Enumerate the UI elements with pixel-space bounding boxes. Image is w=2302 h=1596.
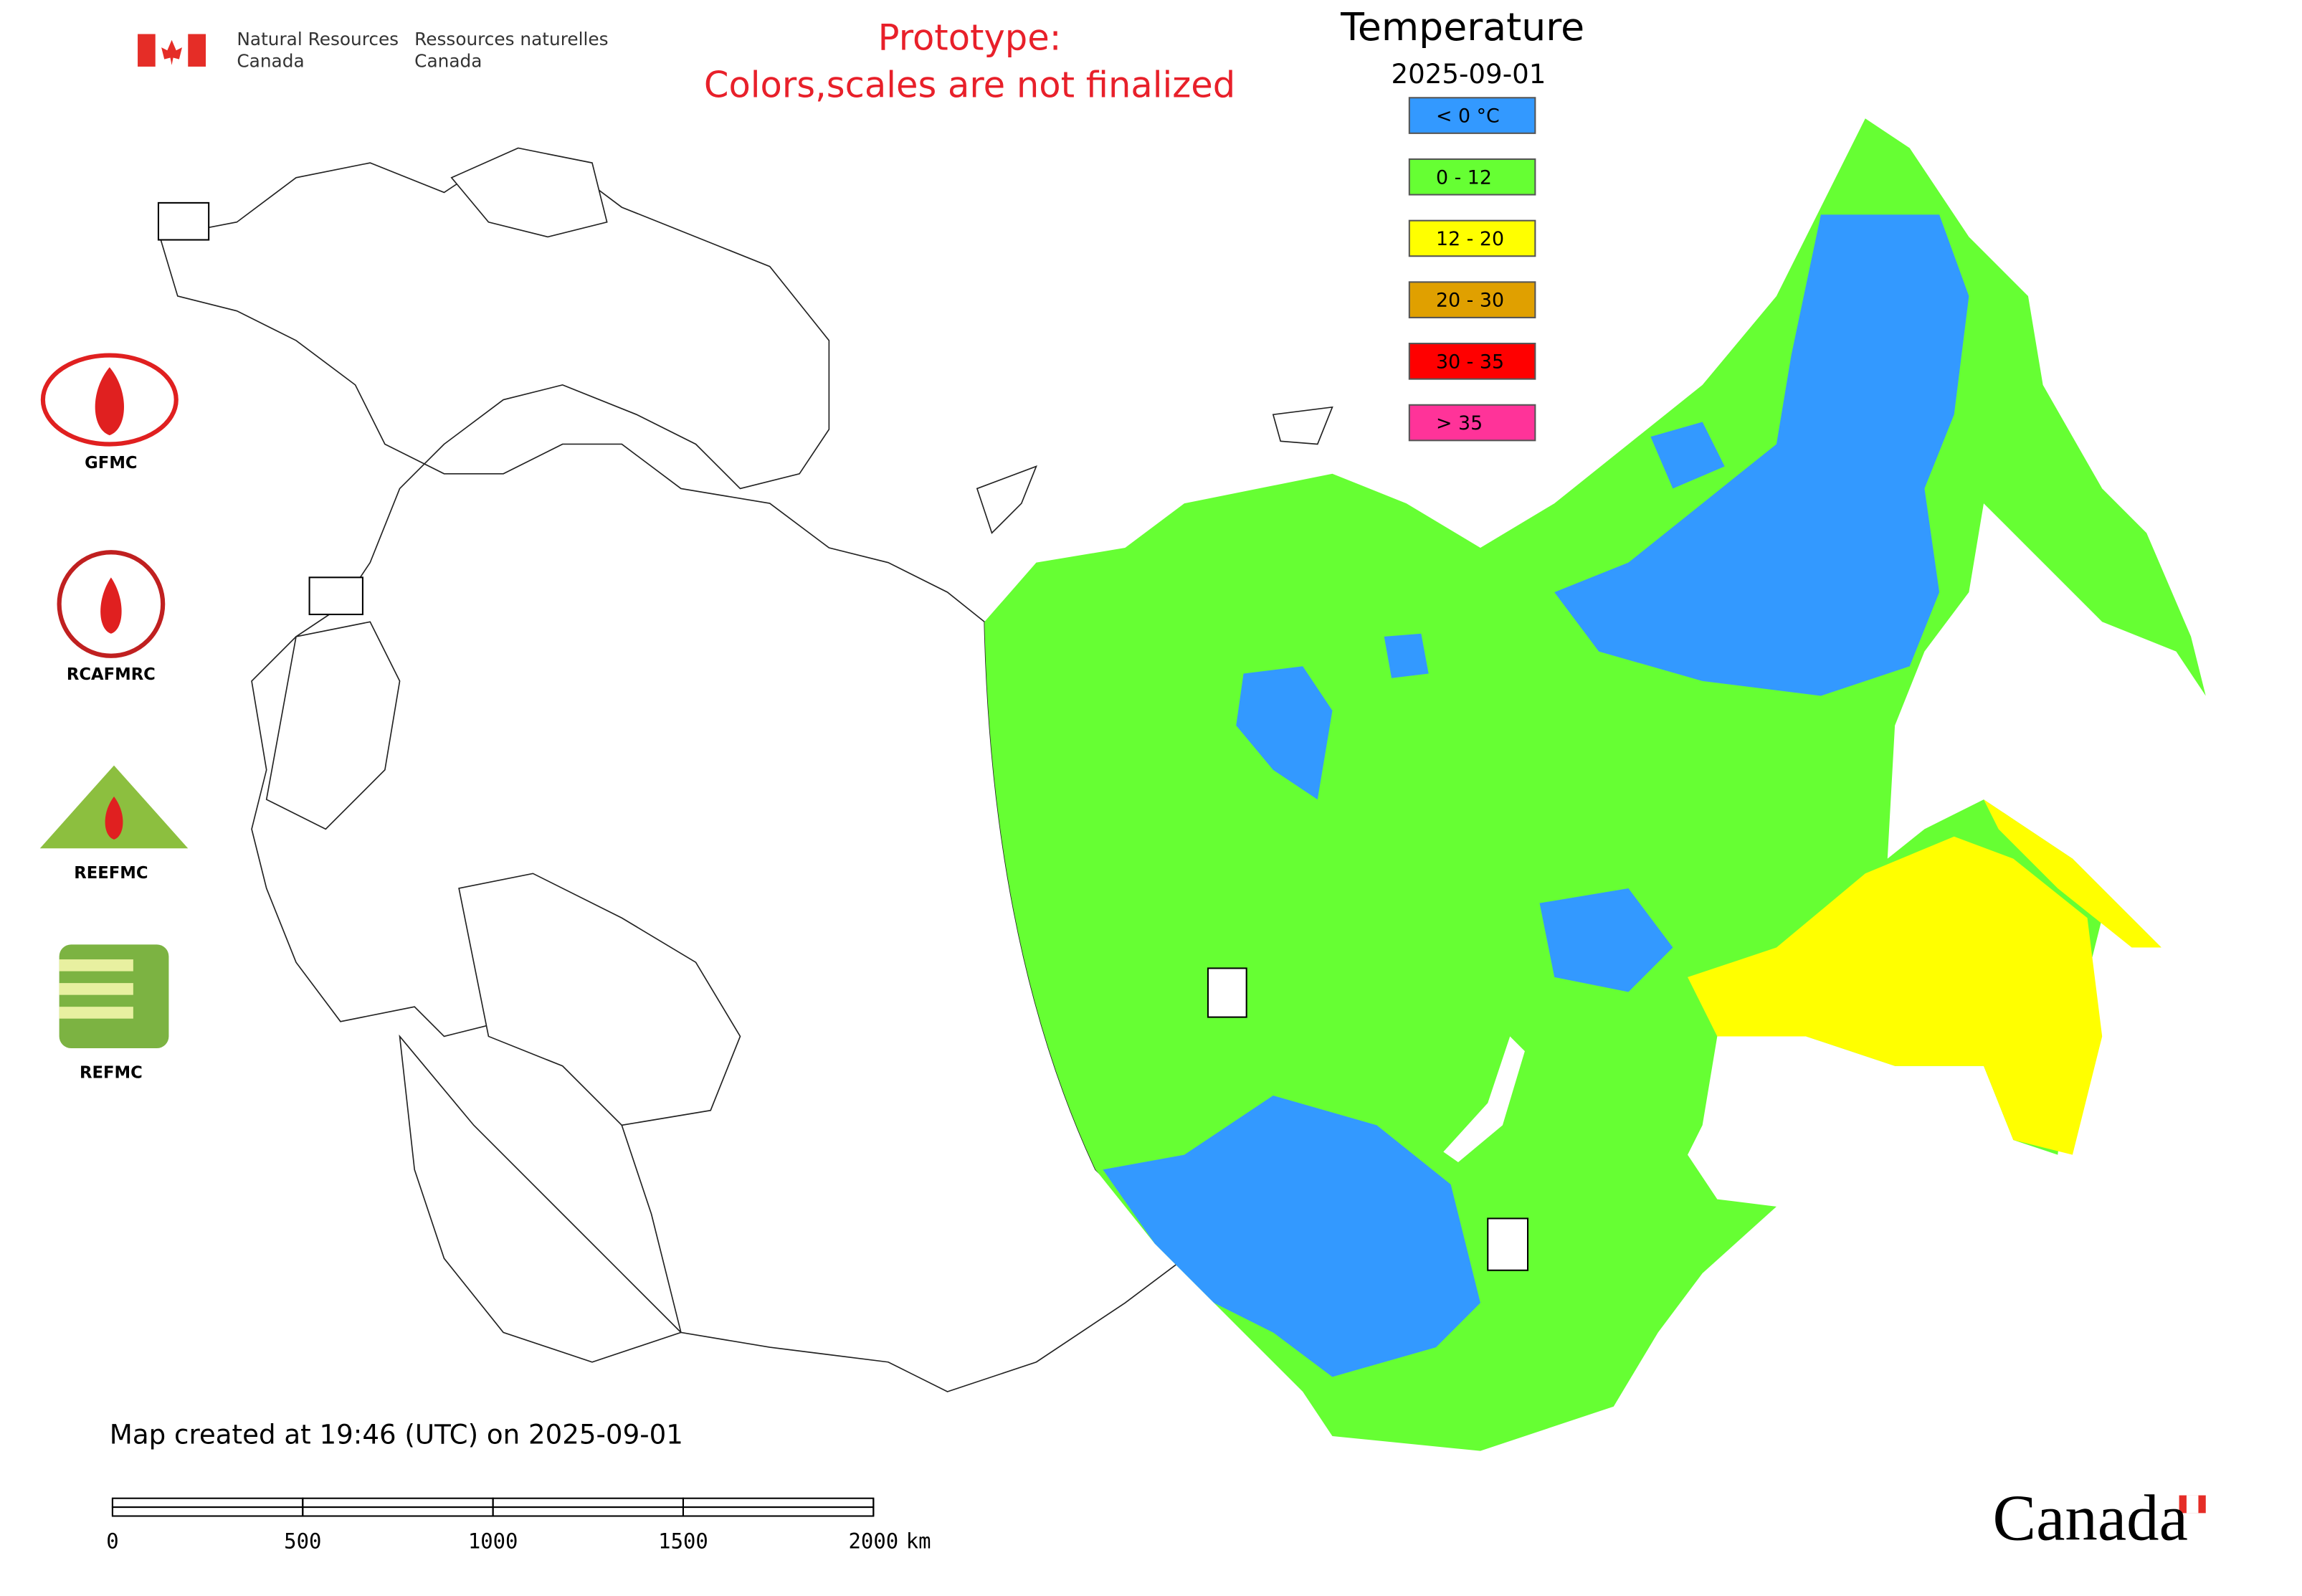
flag	[138, 34, 206, 67]
zone-below-0	[1236, 666, 1333, 800]
legend-swatch	[1408, 219, 1536, 257]
map-created: Map created at 19:46 (UTC) on 2025-09-01	[110, 1419, 683, 1450]
legend-swatch	[1408, 404, 1536, 442]
agency-fr: Ressources naturelles	[414, 29, 608, 49]
scale-tick-label: 500	[284, 1529, 321, 1554]
legend-label: 30 - 35	[1436, 351, 1504, 373]
legend-label: < 0 °C	[1436, 105, 1500, 128]
legend-label: 0 - 12	[1436, 166, 1492, 189]
scale-segment	[682, 1506, 875, 1517]
scale-bar: 0 500 1000 1500 2000 km	[106, 1497, 931, 1554]
legend-label: 20 - 30	[1436, 290, 1504, 312]
zone-below-0	[1539, 888, 1673, 992]
zone-below-0	[1384, 633, 1429, 678]
legend-label: > 35	[1436, 412, 1483, 434]
flag-small	[2179, 1495, 2206, 1514]
legend-swatch	[1408, 97, 1536, 134]
scale-segment	[492, 1506, 685, 1517]
notice: Colors,scales are not finalized	[704, 64, 1235, 105]
zone-below-0	[1103, 1096, 1480, 1377]
logo-label: REFMC	[80, 1064, 143, 1083]
zone-12-20	[1984, 799, 2161, 948]
legend-date: 2025-09-01	[1391, 59, 1546, 90]
logo-label: REEFMC	[74, 864, 148, 883]
scale-tick-label: 1000	[468, 1529, 518, 1554]
legend-title: Temperature	[1340, 4, 1584, 49]
legend-swatch	[1408, 158, 1536, 196]
logos: GFMC RCAFMRC REEFMC REFMC	[67, 454, 156, 1083]
scale-segment	[111, 1506, 304, 1517]
scale-tick-label: 1500	[658, 1529, 708, 1554]
agency-en: Natural Resources	[237, 29, 399, 49]
legend-swatch	[1408, 343, 1536, 380]
scale-segment	[682, 1497, 875, 1509]
logo-images	[39, 353, 189, 1048]
lake	[1443, 1036, 1525, 1162]
agency-fr: Canada	[414, 51, 482, 72]
legend-swatch	[1408, 281, 1536, 318]
scale-unit: km	[906, 1529, 931, 1554]
temperature-field	[984, 118, 2206, 1451]
legend-label: 12 - 20	[1436, 228, 1504, 250]
scale-tick-label: 0	[106, 1529, 118, 1554]
country-outlines	[158, 147, 1333, 1392]
zone-below-0	[1650, 422, 1725, 489]
scale-tick-label: 2000	[849, 1529, 899, 1554]
logo-label: GFMC	[85, 454, 137, 472]
center-markers	[157, 201, 1529, 1271]
scale-segment	[302, 1506, 494, 1517]
legend: < 0 °C 0 - 12 12 - 20 20 - 30 30 - 35 > 35	[1408, 97, 1536, 442]
scale-segment	[492, 1497, 685, 1509]
canada-wordmark: Canada	[1992, 1482, 2187, 1554]
logo-label: RCAFMRC	[67, 665, 156, 684]
zone-12-20	[1688, 836, 2103, 1155]
agency-en: Canada	[237, 51, 304, 72]
scale-segment	[111, 1497, 304, 1509]
zone-below-0	[1554, 214, 1969, 696]
notice: Prototype:	[878, 16, 1062, 58]
scale-segment	[302, 1497, 494, 1509]
